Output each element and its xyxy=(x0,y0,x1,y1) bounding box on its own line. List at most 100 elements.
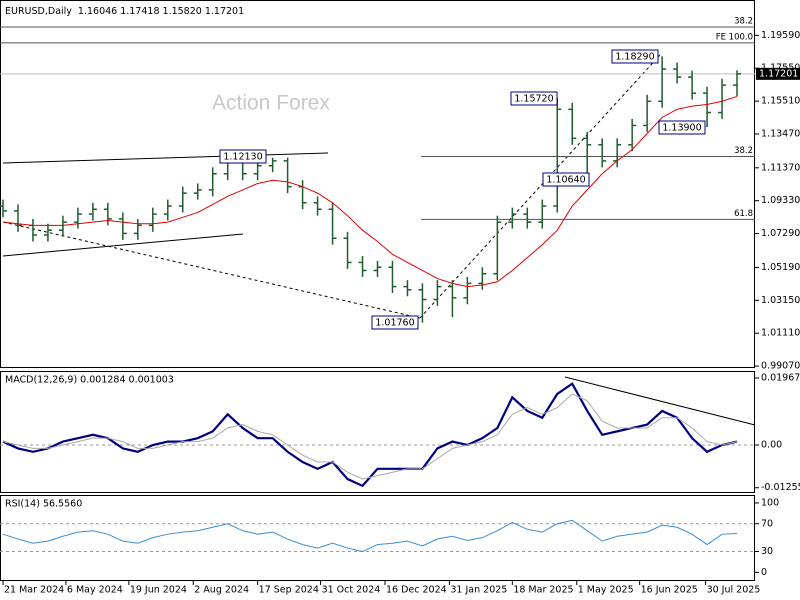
x-tick-label: 6 May 2024 xyxy=(67,585,123,596)
ohlc-bar xyxy=(403,280,412,297)
ohlc-bar xyxy=(313,196,322,216)
y-tick-label: 1.11370 xyxy=(761,162,800,173)
price-annotation-box xyxy=(611,49,659,64)
macd-title: MACD(12,26,9) 0.001284 0.001003 xyxy=(5,375,174,386)
y-tick-label: 0.99070 xyxy=(761,361,800,372)
x-tick-label: 16 Jun 2025 xyxy=(641,585,698,596)
price-annotation-box xyxy=(542,172,590,187)
ohlc-bar xyxy=(643,94,652,132)
indicator-line xyxy=(2,393,738,480)
rsi-title: RSI(14) 56.5560 xyxy=(5,499,82,510)
x-tick-label: 31 Jan 2025 xyxy=(450,585,507,596)
ohlc-bar xyxy=(178,186,187,213)
x-tick-label: 18 Mar 2025 xyxy=(513,585,573,596)
ohlc-bar xyxy=(598,138,607,168)
ohlc-bar xyxy=(298,180,307,210)
trendline xyxy=(564,376,756,426)
ohlc-bar xyxy=(658,56,667,108)
ohlc-bar xyxy=(28,218,37,242)
ohlc-bar xyxy=(673,62,682,84)
ohlc-bar xyxy=(103,202,112,226)
y-tick-label: 1.15510 xyxy=(761,96,800,107)
ohlc-bar xyxy=(0,199,7,218)
trendline xyxy=(419,54,661,319)
ohlc-bar xyxy=(718,78,727,119)
ohlc-bar xyxy=(553,97,562,213)
x-tick-label: 1 May 2025 xyxy=(578,585,634,596)
ohlc-bar xyxy=(343,231,352,269)
ohlc-bar xyxy=(493,215,502,281)
fib-label: 61.8 xyxy=(734,209,753,219)
watermark: Action Forex xyxy=(212,92,330,115)
price-annotation-box xyxy=(658,120,706,135)
last-price-box xyxy=(756,67,800,80)
y-tick-label: 1.09330 xyxy=(761,195,800,206)
trendline xyxy=(2,233,244,257)
price-annotation: 1.13900 xyxy=(662,123,701,134)
y-tick-label: 1.07290 xyxy=(761,228,800,239)
ohlc-bar xyxy=(523,207,532,229)
ohlc-bar xyxy=(508,207,517,229)
ohlc-bar xyxy=(328,202,337,245)
symbol: EURUSD,Daily xyxy=(5,6,72,17)
price-annotation-box xyxy=(510,91,558,106)
ohlc-bar xyxy=(448,280,457,318)
trendline xyxy=(2,152,329,164)
ohlc-bar xyxy=(433,280,442,306)
ohlc-header: 1.16046 1.17418 1.15820 1.17201 xyxy=(78,6,244,17)
price-annotation: 1.18290 xyxy=(615,52,654,63)
ohlc-bar xyxy=(418,283,427,323)
ohlc-bar xyxy=(478,267,487,290)
x-tick-label: 17 Sep 2024 xyxy=(259,585,319,596)
ohlc-bar xyxy=(358,255,367,277)
fib-label: FE 100.0 xyxy=(716,32,753,42)
price-annotation-box xyxy=(371,315,419,330)
ohlc-bar xyxy=(583,131,592,180)
price-annotation-box xyxy=(219,149,267,164)
indicator-line xyxy=(2,519,738,553)
ohlc-bar xyxy=(388,260,397,294)
y-tick-label: 1.13470 xyxy=(761,128,800,139)
ohlc-bar xyxy=(208,167,217,197)
y-tick-label: 1.19590 xyxy=(761,30,800,41)
y-tick-label: 1.03150 xyxy=(761,295,800,306)
moving-average xyxy=(2,95,738,288)
fib-label: 38.2 xyxy=(734,146,753,156)
x-tick-label: 19 Jun 2024 xyxy=(130,585,187,596)
chart-title: EURUSD,Daily 1.16046 1.17418 1.15820 1.17… xyxy=(5,6,244,17)
ohlc-bar xyxy=(688,70,697,100)
ohlc-bar xyxy=(13,204,22,232)
trendline xyxy=(2,221,421,319)
ohlc-bar xyxy=(73,207,82,229)
price-panel xyxy=(0,0,755,368)
x-tick-label: 31 Oct 2024 xyxy=(322,585,381,596)
last-price-label: 1.17201 xyxy=(759,68,798,79)
ohlc-bar xyxy=(568,102,577,145)
ohlc-bar xyxy=(118,212,127,240)
ohlc-bar xyxy=(373,260,382,277)
ohlc-bar xyxy=(268,157,277,173)
y-tick-label: 1.01110 xyxy=(761,328,800,339)
x-tick-label: 2 Aug 2024 xyxy=(194,585,249,596)
ohlc-bar xyxy=(193,183,202,200)
ohlc-bar xyxy=(703,86,712,128)
ohlc-bar xyxy=(628,118,637,152)
x-tick-label: 16 Dec 2024 xyxy=(386,585,447,596)
ohlc-bar xyxy=(463,276,472,305)
ohlc-bar xyxy=(148,207,157,232)
ohlc-bar xyxy=(58,215,67,237)
indicator-line xyxy=(2,382,738,488)
price-annotation: 1.01760 xyxy=(375,318,414,329)
price-annotation: 1.12130 xyxy=(223,152,262,163)
ohlc-bar xyxy=(88,202,97,221)
macd-panel xyxy=(0,371,755,493)
y-tick-label: 70 xyxy=(761,518,773,529)
y-tick-label: 0 xyxy=(761,567,767,578)
x-tick-label: 30 Jul 2025 xyxy=(707,585,761,596)
x-tick-label: 21 Mar 2024 xyxy=(4,585,64,596)
ohlc-bar xyxy=(283,157,292,194)
rsi-panel xyxy=(0,495,755,581)
y-tick-label: 0.00 xyxy=(761,439,782,450)
ohlc-bar xyxy=(133,218,142,240)
